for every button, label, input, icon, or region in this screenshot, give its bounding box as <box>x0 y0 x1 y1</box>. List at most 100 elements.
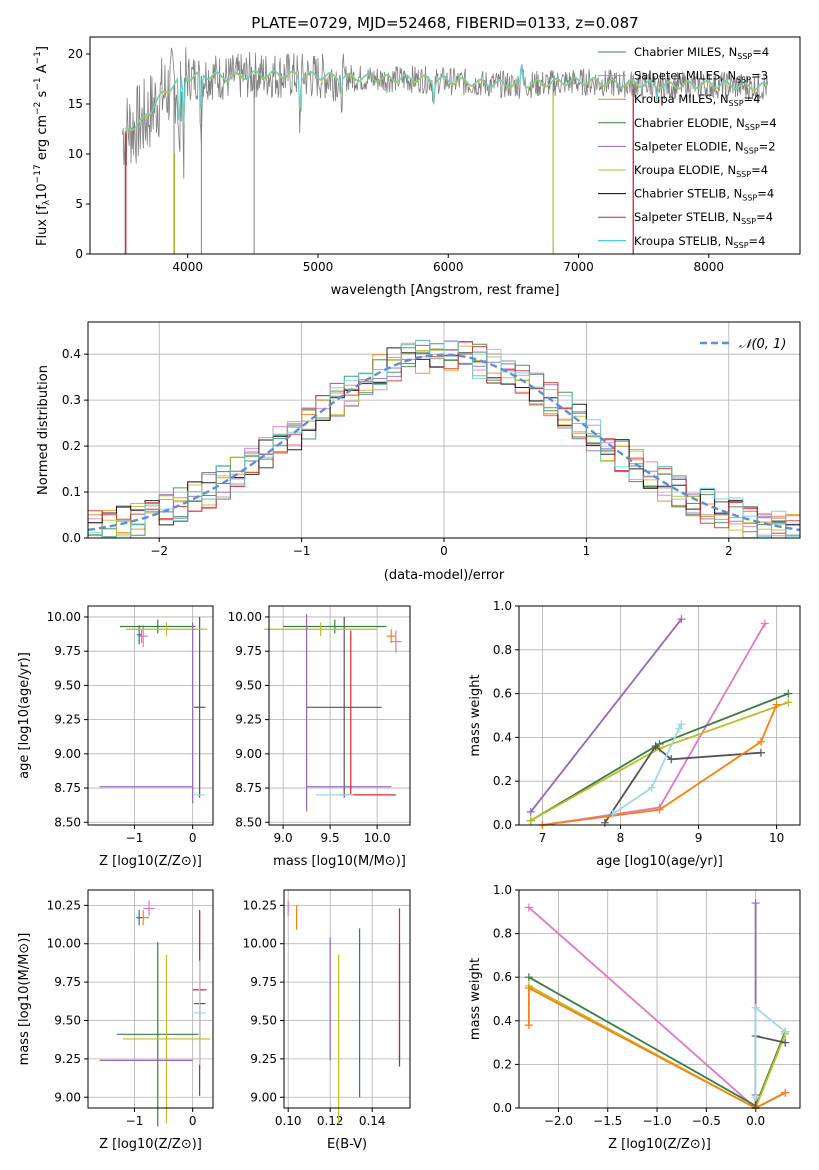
spectrum-ylabel: Flux [fλ10−17 erg cm−2 s−1 A−1] <box>33 46 52 246</box>
y-tick-label: 0.8 <box>493 927 512 941</box>
mass-weight-marker <box>524 984 533 993</box>
y-tick-label: 9.00 <box>250 1090 277 1104</box>
legend-entry: Chabrier ELODIE, NSSP=4 <box>634 116 777 132</box>
x-tick-label: 0 <box>189 1114 197 1128</box>
y-tick-label: 9.25 <box>54 1052 81 1066</box>
y-tick-label: 9.50 <box>235 678 262 692</box>
grid-group <box>88 606 213 825</box>
x-tick-label: 9.0 <box>274 831 293 845</box>
x-tick-label: −1.5 <box>593 1114 622 1128</box>
mass-weight-marker <box>751 1003 760 1012</box>
y-tick-label: 8.75 <box>54 781 81 795</box>
mass-weight-line <box>604 744 762 824</box>
mass-weight-marker <box>751 1093 760 1102</box>
axis-xlabel: Z [log10(Z/Z⊙)] <box>99 1137 202 1152</box>
mass-weight-marker <box>784 698 793 707</box>
x-tick-label: 8 <box>617 831 625 845</box>
residual-ylabel: Normed distribution <box>36 365 51 495</box>
y-tick-label: 9.75 <box>235 644 262 658</box>
x-tick-label: −1 <box>126 831 144 845</box>
legend-entry: Salpeter MILES, NSSP=3 <box>634 69 768 85</box>
y-tick-label: 10.25 <box>243 898 277 912</box>
y-tick-label: 0.2 <box>62 439 81 453</box>
mass-weight-marker <box>781 1088 790 1097</box>
y-tick-label: 15 <box>68 97 83 111</box>
spectrum-model-line <box>125 65 768 131</box>
axes-frame <box>87 889 214 1109</box>
y-tick-label: 0.6 <box>493 687 512 701</box>
histogram-step-line <box>88 346 800 534</box>
legend-entry: 𝒩(0, 1) <box>739 337 786 352</box>
y-tick-label: 0.6 <box>493 970 512 984</box>
y-tick-label: 0.3 <box>62 393 81 407</box>
y-tick-label: 1.0 <box>493 599 512 613</box>
y-tick-label: 0.0 <box>493 1101 512 1115</box>
mass-weight-marker <box>651 742 660 751</box>
legend-entry: Chabrier STELIB, NSSP=4 <box>634 187 774 203</box>
x-tick-label: 0.14 <box>359 1114 386 1128</box>
x-tick-label: −0.5 <box>692 1114 721 1128</box>
axis-ylabel: mass weight <box>468 674 483 756</box>
mass-weight-marker <box>772 700 781 709</box>
mass-weight-marker <box>526 807 535 816</box>
y-tick-label: 10 <box>68 147 83 161</box>
x-tick-label: 10.0 <box>364 831 391 845</box>
x-tick-label: 1 <box>583 544 591 558</box>
axis-ylabel: mass [log10(M/M⊙)] <box>17 933 32 1066</box>
y-tick-label: 10.00 <box>228 610 262 624</box>
mass-weight-marker <box>677 720 686 729</box>
y-tick-label: 0.8 <box>493 643 512 657</box>
residual-xlabel: (data-model)/error <box>384 568 505 583</box>
x-tick-label: 7000 <box>563 260 594 274</box>
mass-weight-marker <box>784 689 793 698</box>
x-tick-label: 6000 <box>433 260 464 274</box>
mass-weight-marker <box>781 1027 790 1036</box>
y-tick-label: 10.25 <box>47 898 81 912</box>
y-tick-label: 9.75 <box>54 975 81 989</box>
axes-frame <box>518 605 801 826</box>
y-tick-label: 0 <box>75 247 83 261</box>
axes-frame <box>283 889 411 1109</box>
y-tick-label: 0.0 <box>493 818 512 832</box>
y-tick-label: 8.75 <box>235 781 262 795</box>
legend-entry: Salpeter ELODIE, NSSP=2 <box>634 139 776 155</box>
mass-weight-marker <box>526 816 535 825</box>
x-tick-label: 2 <box>725 544 733 558</box>
mass-weight-line <box>530 692 789 822</box>
y-tick-label: 9.00 <box>54 1090 81 1104</box>
x-tick-label: −1 <box>126 1114 144 1128</box>
mass-weight-marker <box>781 1038 790 1047</box>
y-tick-label: 9.50 <box>250 1013 277 1027</box>
spectrum-data-line <box>122 47 768 179</box>
mass-weight-marker <box>647 783 656 792</box>
legend-entry: Salpeter STELIB, NSSP=4 <box>634 210 773 226</box>
legend-entry: Kroupa MILES, NSSP=4 <box>634 92 760 108</box>
y-tick-label: 10.00 <box>243 937 277 951</box>
y-tick-label: 10.00 <box>47 937 81 951</box>
y-tick-label: 0.0 <box>62 531 81 545</box>
mass-weight-line <box>528 986 786 1110</box>
axis-ylabel: mass weight <box>468 958 483 1040</box>
y-tick-label: 20 <box>68 47 83 61</box>
mass-weight-marker <box>751 899 760 908</box>
x-tick-label: 4000 <box>172 260 203 274</box>
y-tick-label: 0.1 <box>62 485 81 499</box>
axis-xlabel: E(B-V) <box>327 1137 367 1152</box>
spectrum-model-line-elodie <box>125 66 768 132</box>
mass-weight-marker <box>524 903 533 912</box>
mass-weight-marker <box>756 748 765 757</box>
mass-weight-marker <box>608 810 617 819</box>
mass-weight-line <box>529 618 683 813</box>
axes-frame <box>87 605 214 826</box>
mass-weight-marker <box>524 973 533 982</box>
x-tick-label: 5000 <box>303 260 334 274</box>
y-tick-label: 9.25 <box>235 713 262 727</box>
legend-entry: Chabrier MILES, NSSP=4 <box>634 45 769 61</box>
y-tick-label: 8.50 <box>235 815 262 829</box>
legend-entry: Kroupa STELIB, NSSP=4 <box>634 234 765 250</box>
mass-weight-line <box>612 723 683 815</box>
x-tick-label: 0 <box>440 544 448 558</box>
legend-entry: Kroupa ELODIE, NSSP=4 <box>634 163 768 179</box>
x-tick-label: 0.10 <box>275 1114 302 1128</box>
